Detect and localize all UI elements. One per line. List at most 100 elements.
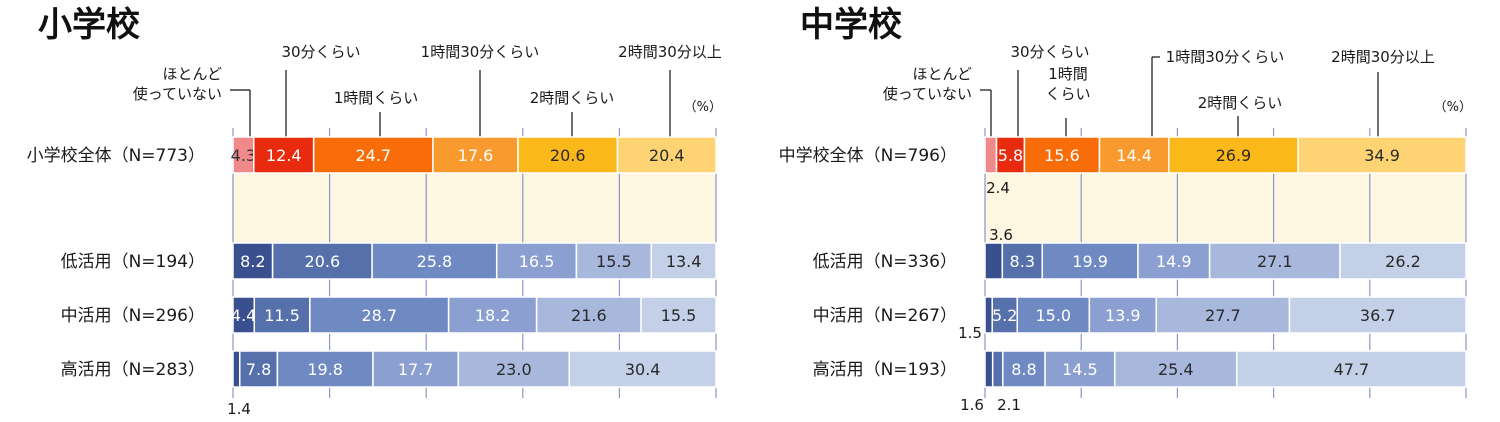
data-label: 13.9 — [1105, 306, 1141, 325]
category-label: 2時間くらい — [530, 89, 615, 137]
category-label-line: 1時間30分くらい — [1166, 48, 1285, 66]
data-label: 27.1 — [1257, 252, 1293, 271]
row-label: 中活用（N=296） — [61, 306, 205, 326]
bar-segment — [984, 350, 994, 388]
bar-row: 中学校全体（N=796） 2.4 5.8 15.6 14.4 26.9 34.9 — [779, 136, 1467, 197]
data-label: 24.7 — [355, 146, 391, 165]
row-label: 高活用（N=193） — [813, 360, 957, 380]
data-label-outside: 3.6 — [989, 226, 1013, 244]
bar-segment — [517, 136, 619, 174]
data-label-outside: 1.5 — [958, 324, 982, 342]
bar-segment — [271, 242, 373, 280]
category-label: 30分くらい — [281, 43, 361, 137]
data-label: 15.0 — [1035, 306, 1071, 325]
panel-title: 中学校 — [800, 5, 902, 45]
data-label: 18.2 — [475, 306, 511, 325]
bar-segment — [276, 350, 374, 388]
bar-segment — [1236, 350, 1467, 388]
data-label: 4.3 — [231, 146, 256, 165]
data-label: 21.6 — [571, 306, 607, 325]
data-label: 19.8 — [307, 360, 343, 379]
bar-segment — [495, 242, 578, 280]
unit-label: （%） — [1434, 100, 1472, 115]
data-label: 47.7 — [1334, 360, 1370, 379]
bar-segment — [1208, 242, 1341, 280]
category-label-line: 30分くらい — [281, 43, 360, 61]
data-label: 26.9 — [1216, 146, 1252, 165]
bar-segment — [568, 350, 717, 388]
data-label: 15.5 — [661, 306, 697, 325]
bar-segment — [312, 136, 434, 174]
bar-row: 小学校全体（N=773） 4.3 12.4 24.7 17.6 20.6 20.4 — [27, 136, 717, 174]
bar-segment — [1001, 242, 1043, 280]
data-label: 11.5 — [264, 306, 300, 325]
bar-segment — [650, 242, 717, 280]
category-label-line: ほとんど — [162, 65, 222, 83]
bar-segment — [1088, 296, 1157, 334]
category-label: 1時間30分くらい — [1151, 48, 1285, 137]
row-label: 中活用（N=267） — [813, 306, 957, 326]
bar-segment — [1002, 350, 1046, 388]
data-label: 20.4 — [649, 146, 685, 165]
category-label-line: 2時間くらい — [530, 89, 615, 107]
data-label: 19.9 — [1072, 252, 1108, 271]
row-label: 低活用（N=194） — [61, 252, 205, 272]
data-label-outside: 2.1 — [997, 396, 1021, 414]
bar-segment — [1288, 296, 1467, 334]
category-label-line: 2時間30分以上 — [1331, 48, 1435, 66]
category-label-line: 30分くらい — [1010, 43, 1089, 61]
bar-row: 高活用（N=193）1.6 2.1 8.8 14.5 25.4 47.7 — [813, 350, 1467, 414]
data-label: 30.4 — [625, 360, 661, 379]
category-label-line: 2時間30分以上 — [618, 43, 722, 61]
bar-segment — [1098, 136, 1170, 174]
bar-row: 高活用（N=283） 1.4 7.8 19.8 17.7 23.0 30.4 — [61, 350, 717, 418]
category-label-line: ほとんど — [912, 65, 972, 83]
data-label: 4.4 — [231, 306, 256, 325]
bar-segment — [372, 350, 460, 388]
row-label: 小学校全体（N=773） — [27, 146, 205, 166]
data-label: 7.8 — [246, 360, 271, 379]
category-label-line: 1時間くらい — [334, 89, 419, 107]
category-label: 30分くらい — [1010, 43, 1090, 137]
bar-segment — [616, 136, 717, 174]
category-label-line: 使っていない — [133, 85, 222, 103]
bar-row: 中活用（N=296） 4.4 11.5 28.7 18.2 21.6 15.5 — [61, 296, 717, 334]
data-label-outside: 1.4 — [227, 400, 251, 418]
category-label-line: 2時間くらい — [1198, 94, 1283, 112]
data-label: 15.6 — [1044, 146, 1080, 165]
unit-label: （%） — [684, 100, 722, 115]
data-label: 14.4 — [1116, 146, 1152, 165]
bar-segment — [640, 296, 717, 334]
data-label: 14.5 — [1062, 360, 1098, 379]
bar-segment — [1297, 136, 1467, 174]
data-label: 27.7 — [1205, 306, 1241, 325]
bar-segment — [232, 350, 241, 388]
bar-segment — [535, 296, 642, 334]
data-label: 16.5 — [519, 252, 555, 271]
data-label: 12.4 — [266, 146, 302, 165]
category-label: 1時間30分くらい — [421, 43, 540, 137]
data-label: 34.9 — [1364, 146, 1400, 165]
category-label-line: 1時間30分くらい — [421, 43, 540, 61]
category-label: 2時間くらい — [1198, 94, 1283, 137]
bar-segment — [239, 350, 279, 388]
category-label-line: くらい — [1045, 85, 1090, 103]
bar-segment — [991, 296, 1018, 334]
data-label-outside: 2.4 — [986, 179, 1010, 197]
data-label: 28.7 — [361, 306, 397, 325]
bar-segment — [1113, 350, 1238, 388]
data-label: 17.7 — [398, 360, 434, 379]
data-label-outside: 1.6 — [960, 396, 984, 414]
bar-row: 中活用（N=267）1.5 5.2 15.0 13.9 27.7 36.7 — [813, 296, 1467, 342]
row-label: 中学校全体（N=796） — [779, 146, 957, 166]
bar-segment — [984, 136, 998, 174]
data-label: 20.6 — [550, 146, 586, 165]
bar-segment — [1339, 242, 1467, 280]
data-label: 5.2 — [992, 306, 1017, 325]
data-label: 25.8 — [417, 252, 453, 271]
bar-segment — [371, 242, 498, 280]
